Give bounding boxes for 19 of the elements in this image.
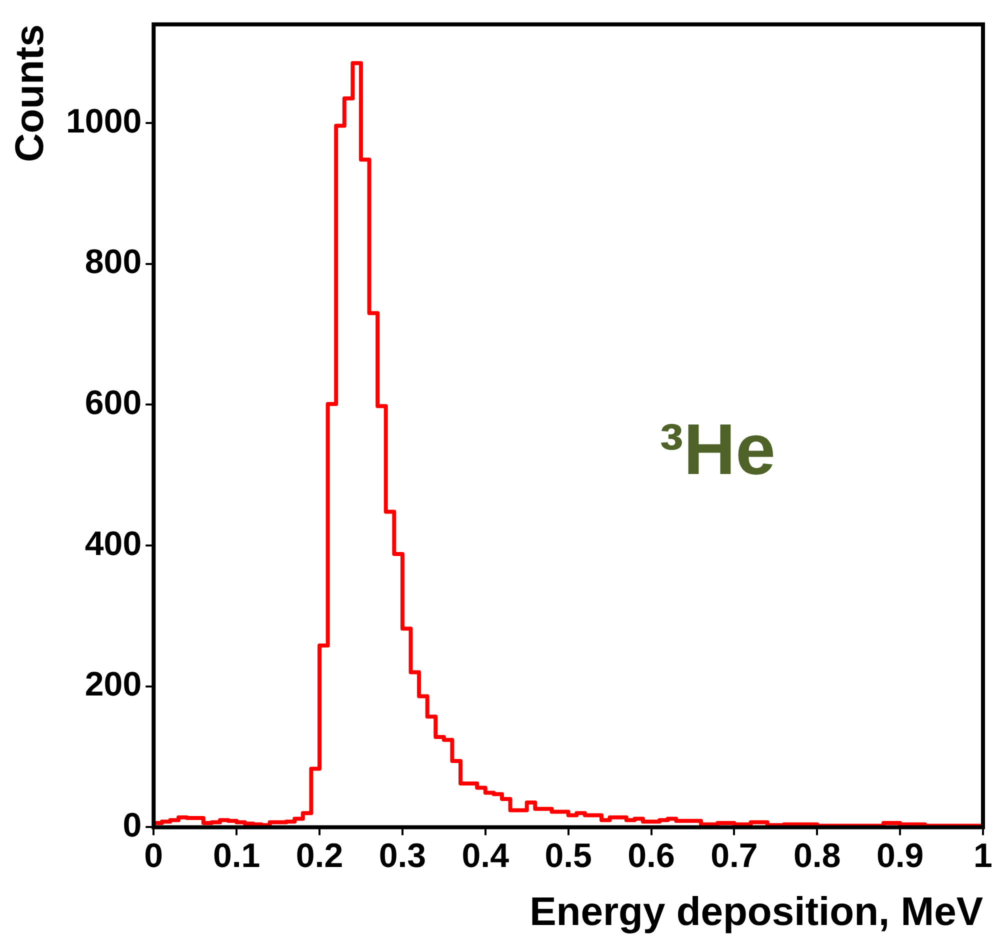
- x-tick-label: 0.8: [793, 836, 841, 875]
- x-tick-label: 1: [974, 836, 992, 875]
- y-tick-label: 200: [84, 666, 142, 704]
- x-tick-label: 0.2: [296, 836, 344, 875]
- x-tick-label: 0.6: [628, 836, 675, 875]
- annotation: ³He: [660, 410, 776, 490]
- y-tick-label: 1000: [66, 102, 142, 140]
- y-axis-title: Counts: [8, 24, 52, 162]
- y-tick-label: 0: [122, 806, 142, 845]
- x-tick-label: 0.1: [212, 836, 260, 875]
- x-axis-title: Energy deposition, MeV: [530, 890, 984, 934]
- y-tick-label: 600: [84, 384, 142, 422]
- x-tick-label: 0.9: [876, 836, 924, 875]
- x-tick-label: 0.5: [544, 836, 592, 875]
- x-tick-label: 0.7: [710, 836, 758, 875]
- y-tick-label: 800: [84, 243, 142, 282]
- y-tick-label: 400: [84, 524, 142, 563]
- x-tick-label: 0.3: [378, 836, 426, 875]
- x-tick-label: 0.4: [462, 836, 510, 875]
